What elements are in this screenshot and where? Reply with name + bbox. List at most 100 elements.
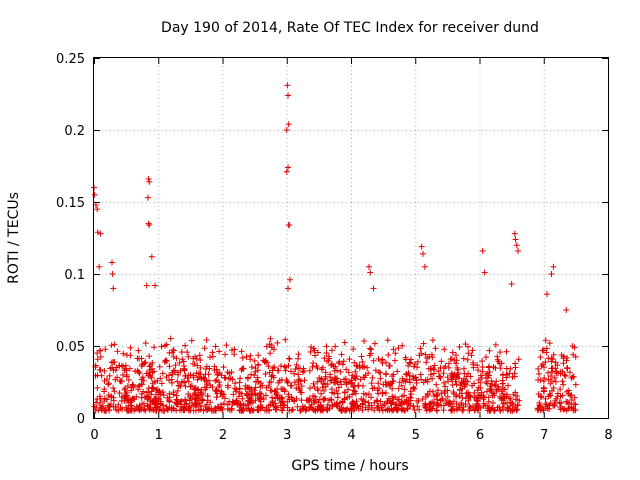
data-point: [396, 402, 403, 409]
data-point: [293, 361, 300, 368]
data-point: [394, 407, 401, 414]
data-point: [214, 371, 221, 378]
data-point: [236, 379, 243, 386]
data-point: [450, 398, 457, 405]
data-point: [386, 362, 393, 369]
data-point: [480, 393, 487, 400]
x-tick-label: 4: [347, 428, 355, 443]
data-point: [110, 367, 117, 374]
data-point: [396, 379, 403, 386]
data-point: [427, 405, 434, 412]
data-point: [118, 378, 125, 385]
data-point: [222, 374, 229, 381]
data-point: [285, 121, 292, 128]
data-point: [162, 342, 169, 349]
data-point: [166, 390, 173, 397]
data-point: [448, 407, 455, 414]
data-point: [506, 370, 513, 377]
data-point: [121, 386, 128, 393]
data-point: [183, 403, 190, 410]
data-point: [96, 366, 103, 373]
data-point: [108, 259, 115, 266]
y-tick-label: 0.15: [56, 196, 85, 211]
data-point: [380, 402, 387, 409]
data-point: [151, 344, 158, 351]
data-point: [146, 353, 153, 360]
data-point: [267, 350, 274, 357]
data-point: [334, 390, 341, 397]
data-point: [414, 358, 421, 365]
data-point: [444, 387, 451, 394]
data-point: [453, 372, 460, 379]
data-point: [268, 373, 275, 380]
data-point: [209, 349, 216, 356]
data-point: [328, 397, 335, 404]
data-point: [102, 346, 109, 353]
data-point: [320, 381, 327, 388]
data-point: [201, 345, 208, 352]
data-point: [216, 383, 223, 390]
data-point: [154, 377, 161, 384]
data-point: [462, 381, 469, 388]
data-point: [441, 389, 448, 396]
data-point: [160, 392, 167, 399]
data-point: [545, 355, 552, 362]
data-point: [155, 395, 162, 402]
data-point: [285, 222, 292, 229]
data-point: [157, 398, 164, 405]
data-point: [207, 382, 214, 389]
plot-frame: [93, 57, 609, 419]
data-point: [283, 376, 290, 383]
data-point: [125, 376, 132, 383]
data-point: [277, 362, 284, 369]
data-point: [98, 372, 105, 379]
data-point: [246, 384, 253, 391]
data-point: [552, 359, 559, 366]
data-point: [560, 381, 567, 388]
data-point: [465, 343, 472, 350]
data-point: [149, 380, 156, 387]
data-point: [497, 407, 504, 414]
data-point: [97, 399, 104, 406]
data-point: [456, 387, 463, 394]
data-point: [315, 399, 322, 406]
data-point: [337, 368, 344, 375]
data-point: [475, 367, 482, 374]
data-point: [246, 394, 253, 401]
data-point: [266, 406, 273, 413]
data-point: [431, 393, 438, 400]
data-point: [359, 400, 366, 407]
data-point: [200, 374, 207, 381]
data-point: [366, 345, 373, 352]
data-point: [435, 401, 442, 408]
data-point: [512, 236, 519, 243]
data-point: [551, 374, 558, 381]
data-point: [408, 391, 415, 398]
data-point: [174, 369, 181, 376]
data-point: [206, 377, 213, 384]
data-point: [176, 359, 183, 366]
data-point: [134, 355, 141, 362]
data-point: [539, 347, 546, 354]
data-point: [123, 407, 130, 414]
data-point: [512, 364, 519, 371]
data-point: [263, 359, 270, 366]
data-point: [256, 390, 263, 397]
data-point: [123, 373, 130, 380]
data-point: [365, 399, 372, 406]
data-point: [366, 402, 373, 409]
data-point: [298, 397, 305, 404]
data-point: [172, 362, 179, 369]
data-point: [434, 391, 441, 398]
x-tick-label: 2: [219, 428, 227, 443]
data-point: [417, 371, 424, 378]
data-point: [488, 386, 495, 393]
data-point: [423, 359, 430, 366]
data-point: [479, 358, 486, 365]
data-point: [101, 368, 108, 375]
data-point: [180, 404, 187, 411]
data-point: [112, 403, 119, 410]
data-point: [200, 407, 207, 414]
data-point: [561, 371, 568, 378]
